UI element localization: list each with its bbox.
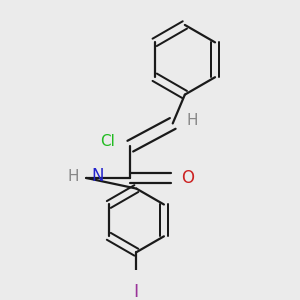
Text: O: O — [181, 169, 194, 187]
Text: N: N — [92, 167, 104, 185]
Text: Cl: Cl — [100, 134, 115, 149]
Text: H: H — [186, 113, 198, 128]
Text: I: I — [134, 283, 139, 300]
Text: H: H — [67, 169, 79, 184]
